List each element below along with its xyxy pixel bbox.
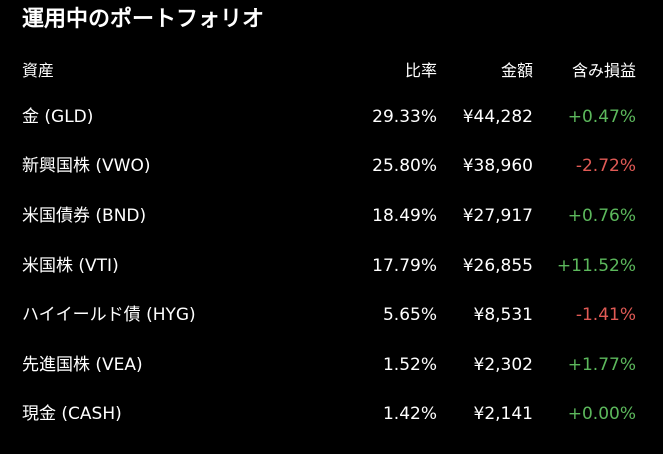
asset-unrealized: -2.72% bbox=[575, 156, 636, 176]
asset-ratio: 1.42% bbox=[382, 404, 437, 424]
asset-unrealized: +1.77% bbox=[567, 355, 636, 375]
table-row[interactable]: ハイイールド債 (HYG) 5.65% ¥8,531 -1.41% bbox=[0, 299, 663, 331]
asset-ratio: 1.52% bbox=[382, 355, 437, 375]
page-title: 運用中のポートフォリオ bbox=[22, 7, 265, 32]
table-row[interactable]: 新興国株 (VWO) 25.80% ¥38,960 -2.72% bbox=[0, 150, 663, 182]
asset-ratio: 25.80% bbox=[372, 156, 437, 176]
asset-unrealized: +0.47% bbox=[567, 107, 636, 127]
table-row[interactable]: 先進国株 (VEA) 1.52% ¥2,302 +1.77% bbox=[0, 349, 663, 381]
table-header: 資産 比率 金額 含み損益 bbox=[0, 55, 663, 87]
header-asset: 資産 bbox=[22, 61, 55, 80]
asset-amount: ¥27,917 bbox=[462, 206, 533, 226]
asset-name: 金 (GLD) bbox=[22, 107, 94, 127]
asset-unrealized: -1.41% bbox=[575, 305, 636, 325]
asset-ratio: 29.33% bbox=[372, 107, 437, 127]
asset-ratio: 5.65% bbox=[382, 305, 437, 325]
asset-unrealized: +0.76% bbox=[567, 206, 636, 226]
asset-unrealized: +0.00% bbox=[567, 404, 636, 424]
asset-amount: ¥38,960 bbox=[462, 156, 533, 176]
asset-ratio: 17.79% bbox=[372, 256, 437, 276]
asset-unrealized: +11.52% bbox=[556, 256, 636, 276]
asset-name: 米国株 (VTI) bbox=[22, 256, 119, 276]
header-unrealized: 含み損益 bbox=[571, 61, 636, 80]
asset-name: 先進国株 (VEA) bbox=[22, 355, 143, 375]
asset-amount: ¥8,531 bbox=[473, 305, 533, 325]
header-ratio: 比率 bbox=[404, 61, 437, 80]
table-row[interactable]: 金 (GLD) 29.33% ¥44,282 +0.47% bbox=[0, 101, 663, 133]
asset-amount: ¥2,302 bbox=[473, 355, 533, 375]
asset-name: 現金 (CASH) bbox=[22, 404, 122, 424]
asset-amount: ¥26,855 bbox=[462, 256, 533, 276]
asset-name: ハイイールド債 (HYG) bbox=[22, 305, 196, 325]
asset-name: 新興国株 (VWO) bbox=[22, 156, 151, 176]
asset-amount: ¥2,141 bbox=[473, 404, 533, 424]
header-amount: 金額 bbox=[500, 61, 533, 80]
asset-ratio: 18.49% bbox=[372, 206, 437, 226]
table-row[interactable]: 現金 (CASH) 1.42% ¥2,141 +0.00% bbox=[0, 398, 663, 430]
asset-amount: ¥44,282 bbox=[462, 107, 533, 127]
asset-name: 米国債券 (BND) bbox=[22, 206, 147, 226]
table-row[interactable]: 米国債券 (BND) 18.49% ¥27,917 +0.76% bbox=[0, 200, 663, 232]
table-row[interactable]: 米国株 (VTI) 17.79% ¥26,855 +11.52% bbox=[0, 250, 663, 282]
